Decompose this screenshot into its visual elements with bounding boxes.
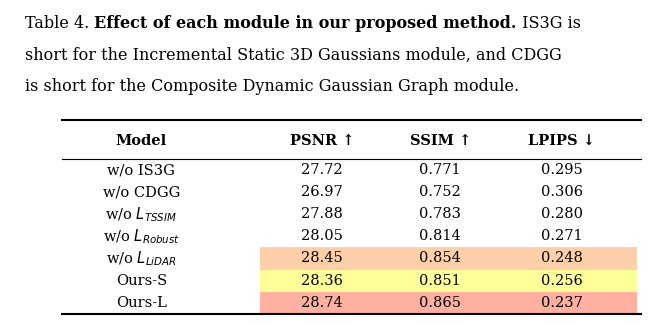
Text: 0.851: 0.851 bbox=[419, 274, 461, 288]
Text: PSNR ↑: PSNR ↑ bbox=[290, 134, 354, 148]
Text: 26.97: 26.97 bbox=[301, 185, 343, 199]
Text: 0.814: 0.814 bbox=[419, 229, 461, 243]
Text: Table 4.: Table 4. bbox=[25, 15, 95, 32]
Text: IS3G is: IS3G is bbox=[516, 15, 581, 32]
Text: 28.36: 28.36 bbox=[301, 274, 343, 288]
Text: 0.783: 0.783 bbox=[419, 207, 461, 221]
Text: 0.256: 0.256 bbox=[541, 274, 583, 288]
Text: w/o $L_{LiDAR}$: w/o $L_{LiDAR}$ bbox=[106, 249, 177, 268]
Text: 0.295: 0.295 bbox=[541, 163, 583, 177]
Text: w/o $L_{Robust}$: w/o $L_{Robust}$ bbox=[102, 227, 180, 246]
Text: 0.271: 0.271 bbox=[541, 229, 583, 243]
Text: 0.865: 0.865 bbox=[419, 296, 461, 310]
Text: 0.306: 0.306 bbox=[541, 185, 583, 199]
Text: 28.05: 28.05 bbox=[301, 229, 343, 243]
Text: Model: Model bbox=[116, 134, 167, 148]
Text: LPIPS ↓: LPIPS ↓ bbox=[528, 134, 595, 148]
Text: w/o CDGG: w/o CDGG bbox=[102, 185, 180, 199]
Text: 28.74: 28.74 bbox=[301, 296, 343, 310]
Text: 27.72: 27.72 bbox=[301, 163, 343, 177]
Text: SSIM ↑: SSIM ↑ bbox=[409, 134, 471, 148]
Text: 0.280: 0.280 bbox=[541, 207, 583, 221]
Text: is short for the Composite Dynamic Gaussian Graph module.: is short for the Composite Dynamic Gauss… bbox=[25, 78, 519, 95]
Text: 0.854: 0.854 bbox=[419, 252, 461, 266]
Text: 0.248: 0.248 bbox=[541, 252, 583, 266]
Text: 0.237: 0.237 bbox=[541, 296, 583, 310]
Text: 28.45: 28.45 bbox=[301, 252, 343, 266]
Text: short for the Incremental Static 3D Gaussians module, and CDGG: short for the Incremental Static 3D Gaus… bbox=[25, 47, 562, 64]
Text: 27.88: 27.88 bbox=[301, 207, 343, 221]
Text: Effect of each module in our proposed method.: Effect of each module in our proposed me… bbox=[95, 15, 516, 32]
Text: w/o $L_{TSSIM}$: w/o $L_{TSSIM}$ bbox=[105, 205, 177, 224]
Text: 0.752: 0.752 bbox=[419, 185, 461, 199]
Text: Ours-S: Ours-S bbox=[116, 274, 167, 288]
Text: Ours-L: Ours-L bbox=[116, 296, 167, 310]
Text: w/o IS3G: w/o IS3G bbox=[107, 163, 175, 177]
Text: 0.771: 0.771 bbox=[419, 163, 461, 177]
